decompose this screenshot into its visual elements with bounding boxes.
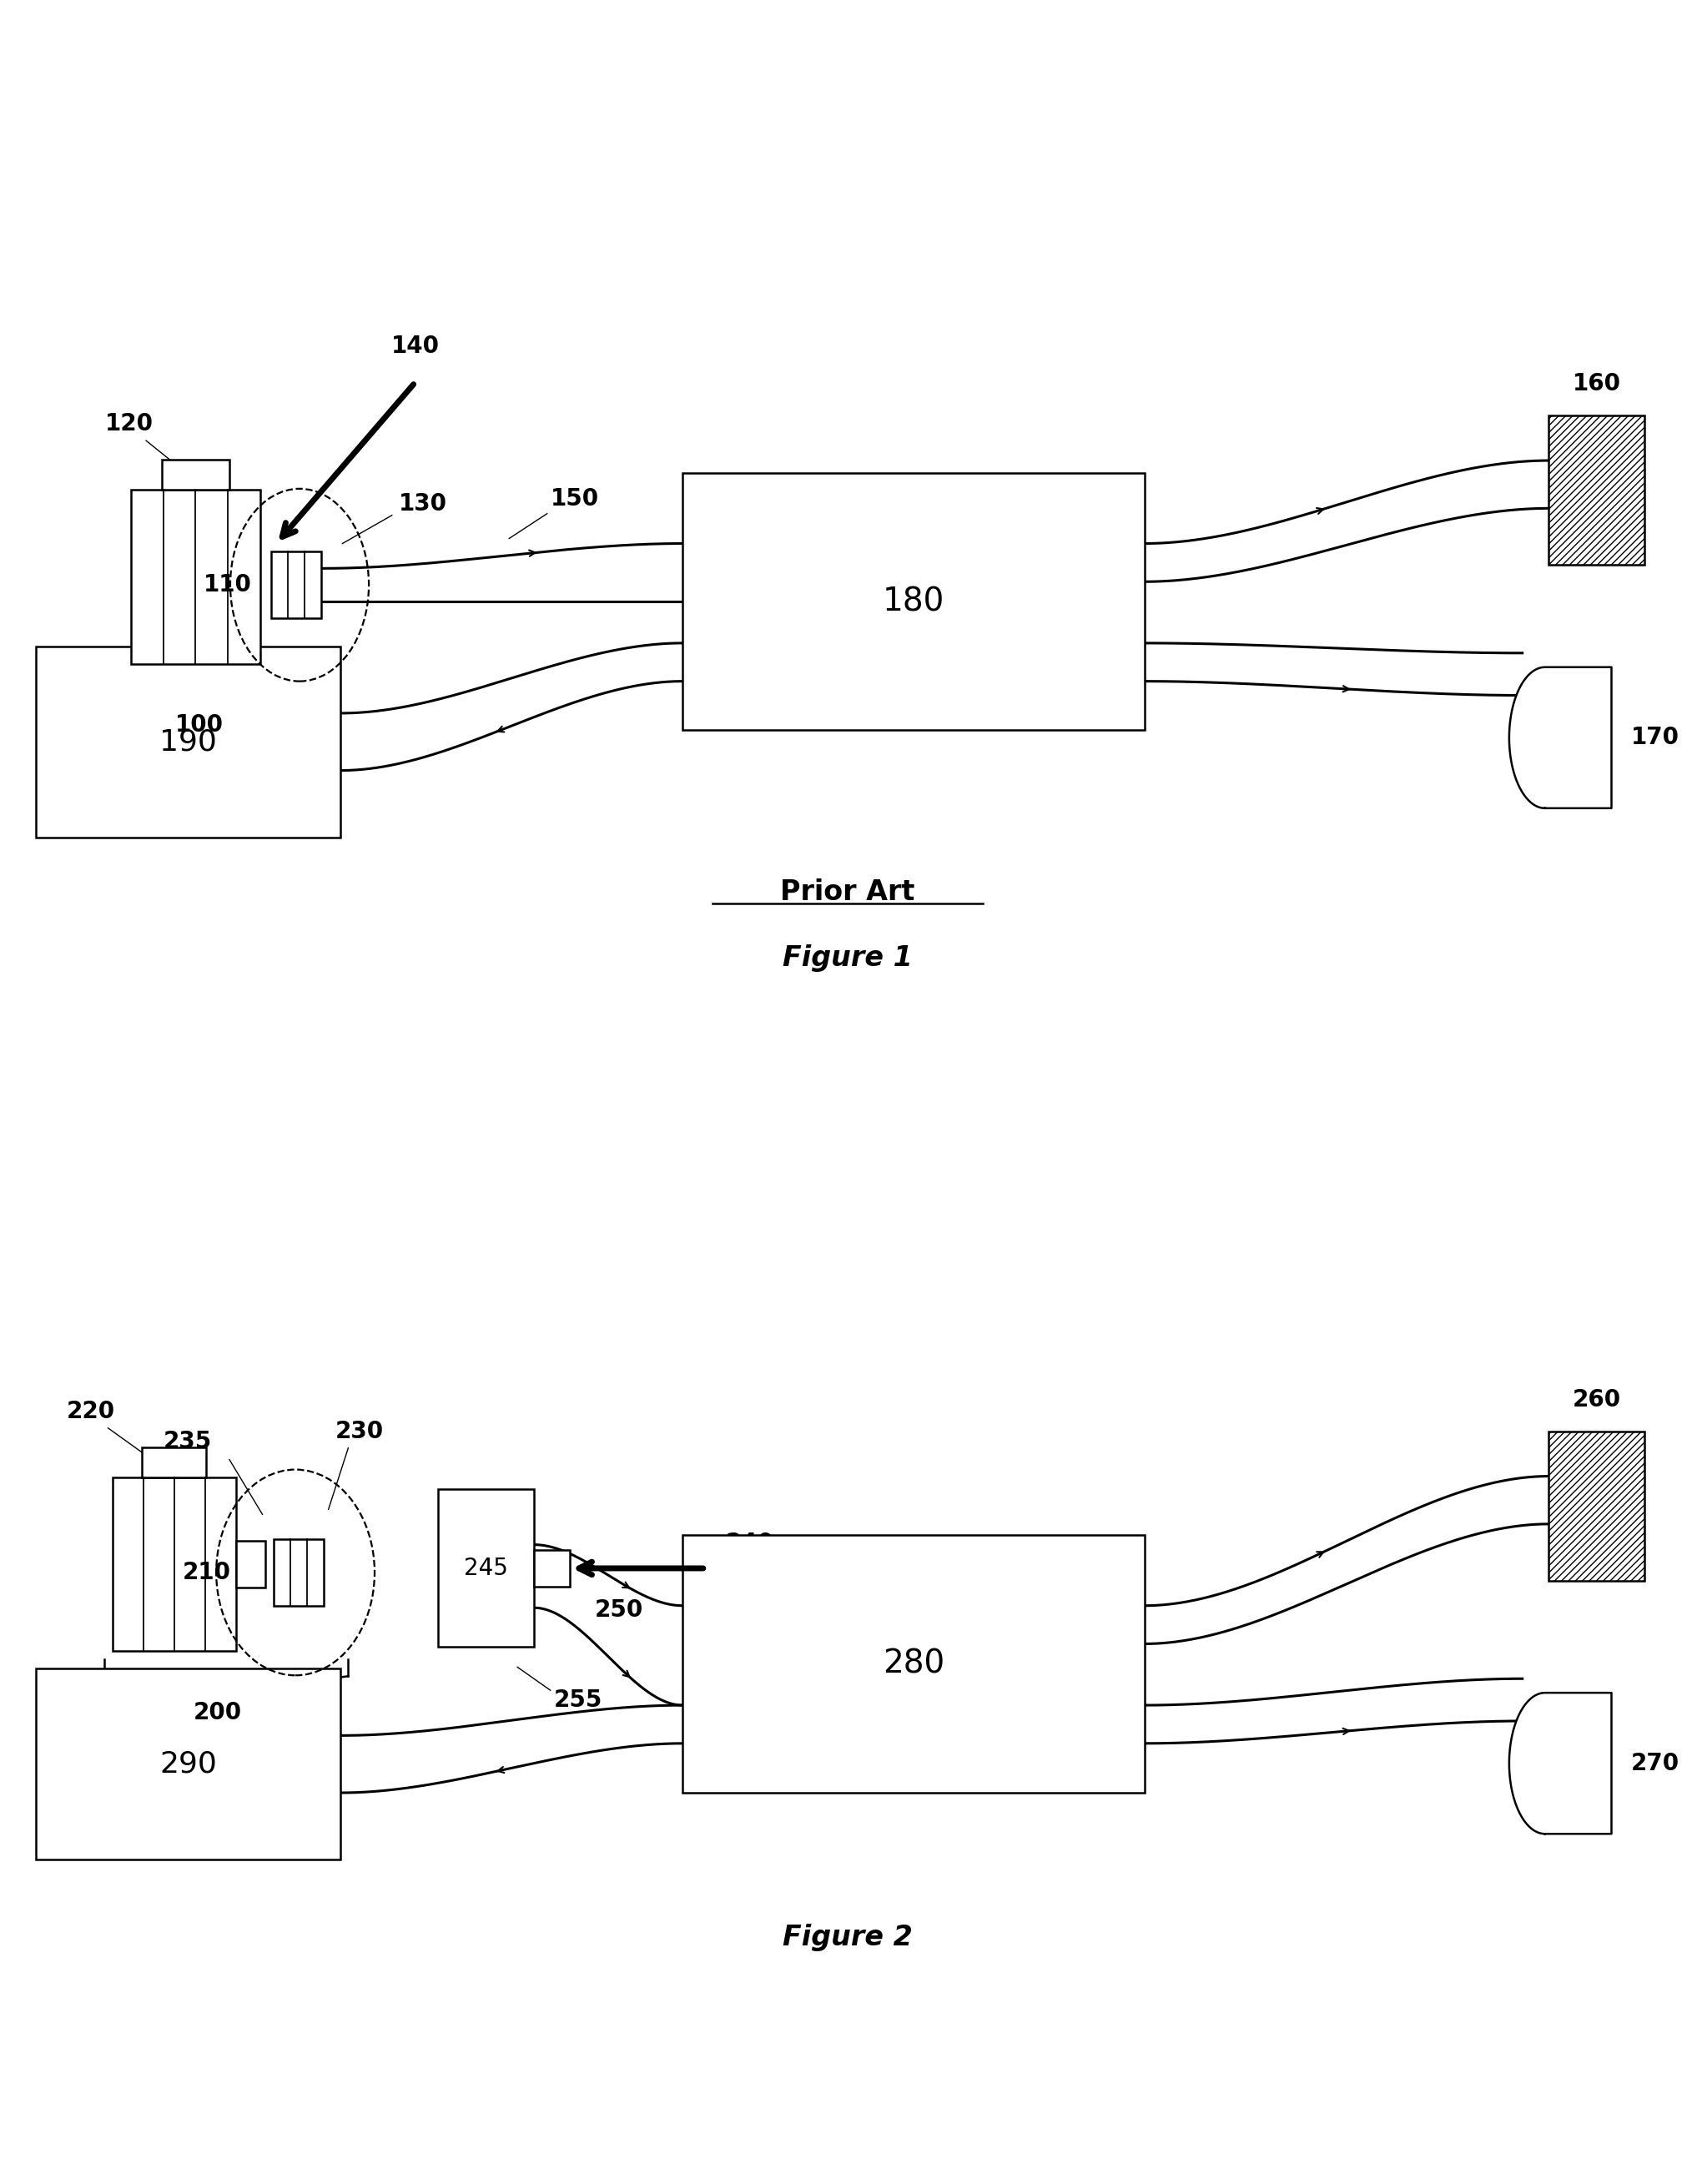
Text: Figure 1: Figure 1 xyxy=(782,946,913,972)
Text: 270: 270 xyxy=(1631,1752,1680,1776)
Text: 255: 255 xyxy=(553,1688,602,1712)
Text: 260: 260 xyxy=(1573,1389,1621,1411)
Bar xyxy=(682,1535,1144,1793)
Text: 140: 140 xyxy=(390,334,440,358)
Bar xyxy=(438,1489,535,1647)
Bar xyxy=(36,646,341,836)
Text: 160: 160 xyxy=(1573,373,1621,395)
Bar xyxy=(1549,1431,1644,1581)
Bar xyxy=(236,1542,266,1588)
Text: Figure 2: Figure 2 xyxy=(782,1924,913,1950)
Text: 235: 235 xyxy=(163,1431,212,1452)
Text: 280: 280 xyxy=(882,1649,945,1679)
Text: 200: 200 xyxy=(193,1701,243,1725)
Text: 180: 180 xyxy=(882,585,945,618)
Bar xyxy=(143,1448,207,1476)
Text: 120: 120 xyxy=(105,413,153,435)
Bar xyxy=(535,1551,570,1586)
Bar xyxy=(112,1476,236,1651)
Text: 100: 100 xyxy=(175,714,224,736)
Text: 150: 150 xyxy=(550,487,599,511)
Bar xyxy=(682,474,1144,729)
Bar xyxy=(272,553,321,618)
Text: 210: 210 xyxy=(182,1562,231,1583)
Text: 190: 190 xyxy=(160,727,217,756)
Bar xyxy=(1549,415,1644,566)
Bar xyxy=(131,489,260,664)
Text: 240: 240 xyxy=(725,1531,774,1555)
Bar xyxy=(163,459,229,489)
Text: 220: 220 xyxy=(66,1400,115,1424)
Bar xyxy=(36,1669,341,1859)
Text: 230: 230 xyxy=(334,1420,384,1444)
Text: 250: 250 xyxy=(596,1599,643,1621)
Text: Prior Art: Prior Art xyxy=(781,878,915,906)
Polygon shape xyxy=(1509,1693,1612,1835)
Text: 245: 245 xyxy=(463,1557,507,1579)
Polygon shape xyxy=(1509,666,1612,808)
Bar xyxy=(273,1540,324,1605)
Text: 130: 130 xyxy=(399,491,446,515)
Text: 170: 170 xyxy=(1631,725,1680,749)
Text: 290: 290 xyxy=(160,1749,217,1778)
Text: 110: 110 xyxy=(204,574,253,596)
